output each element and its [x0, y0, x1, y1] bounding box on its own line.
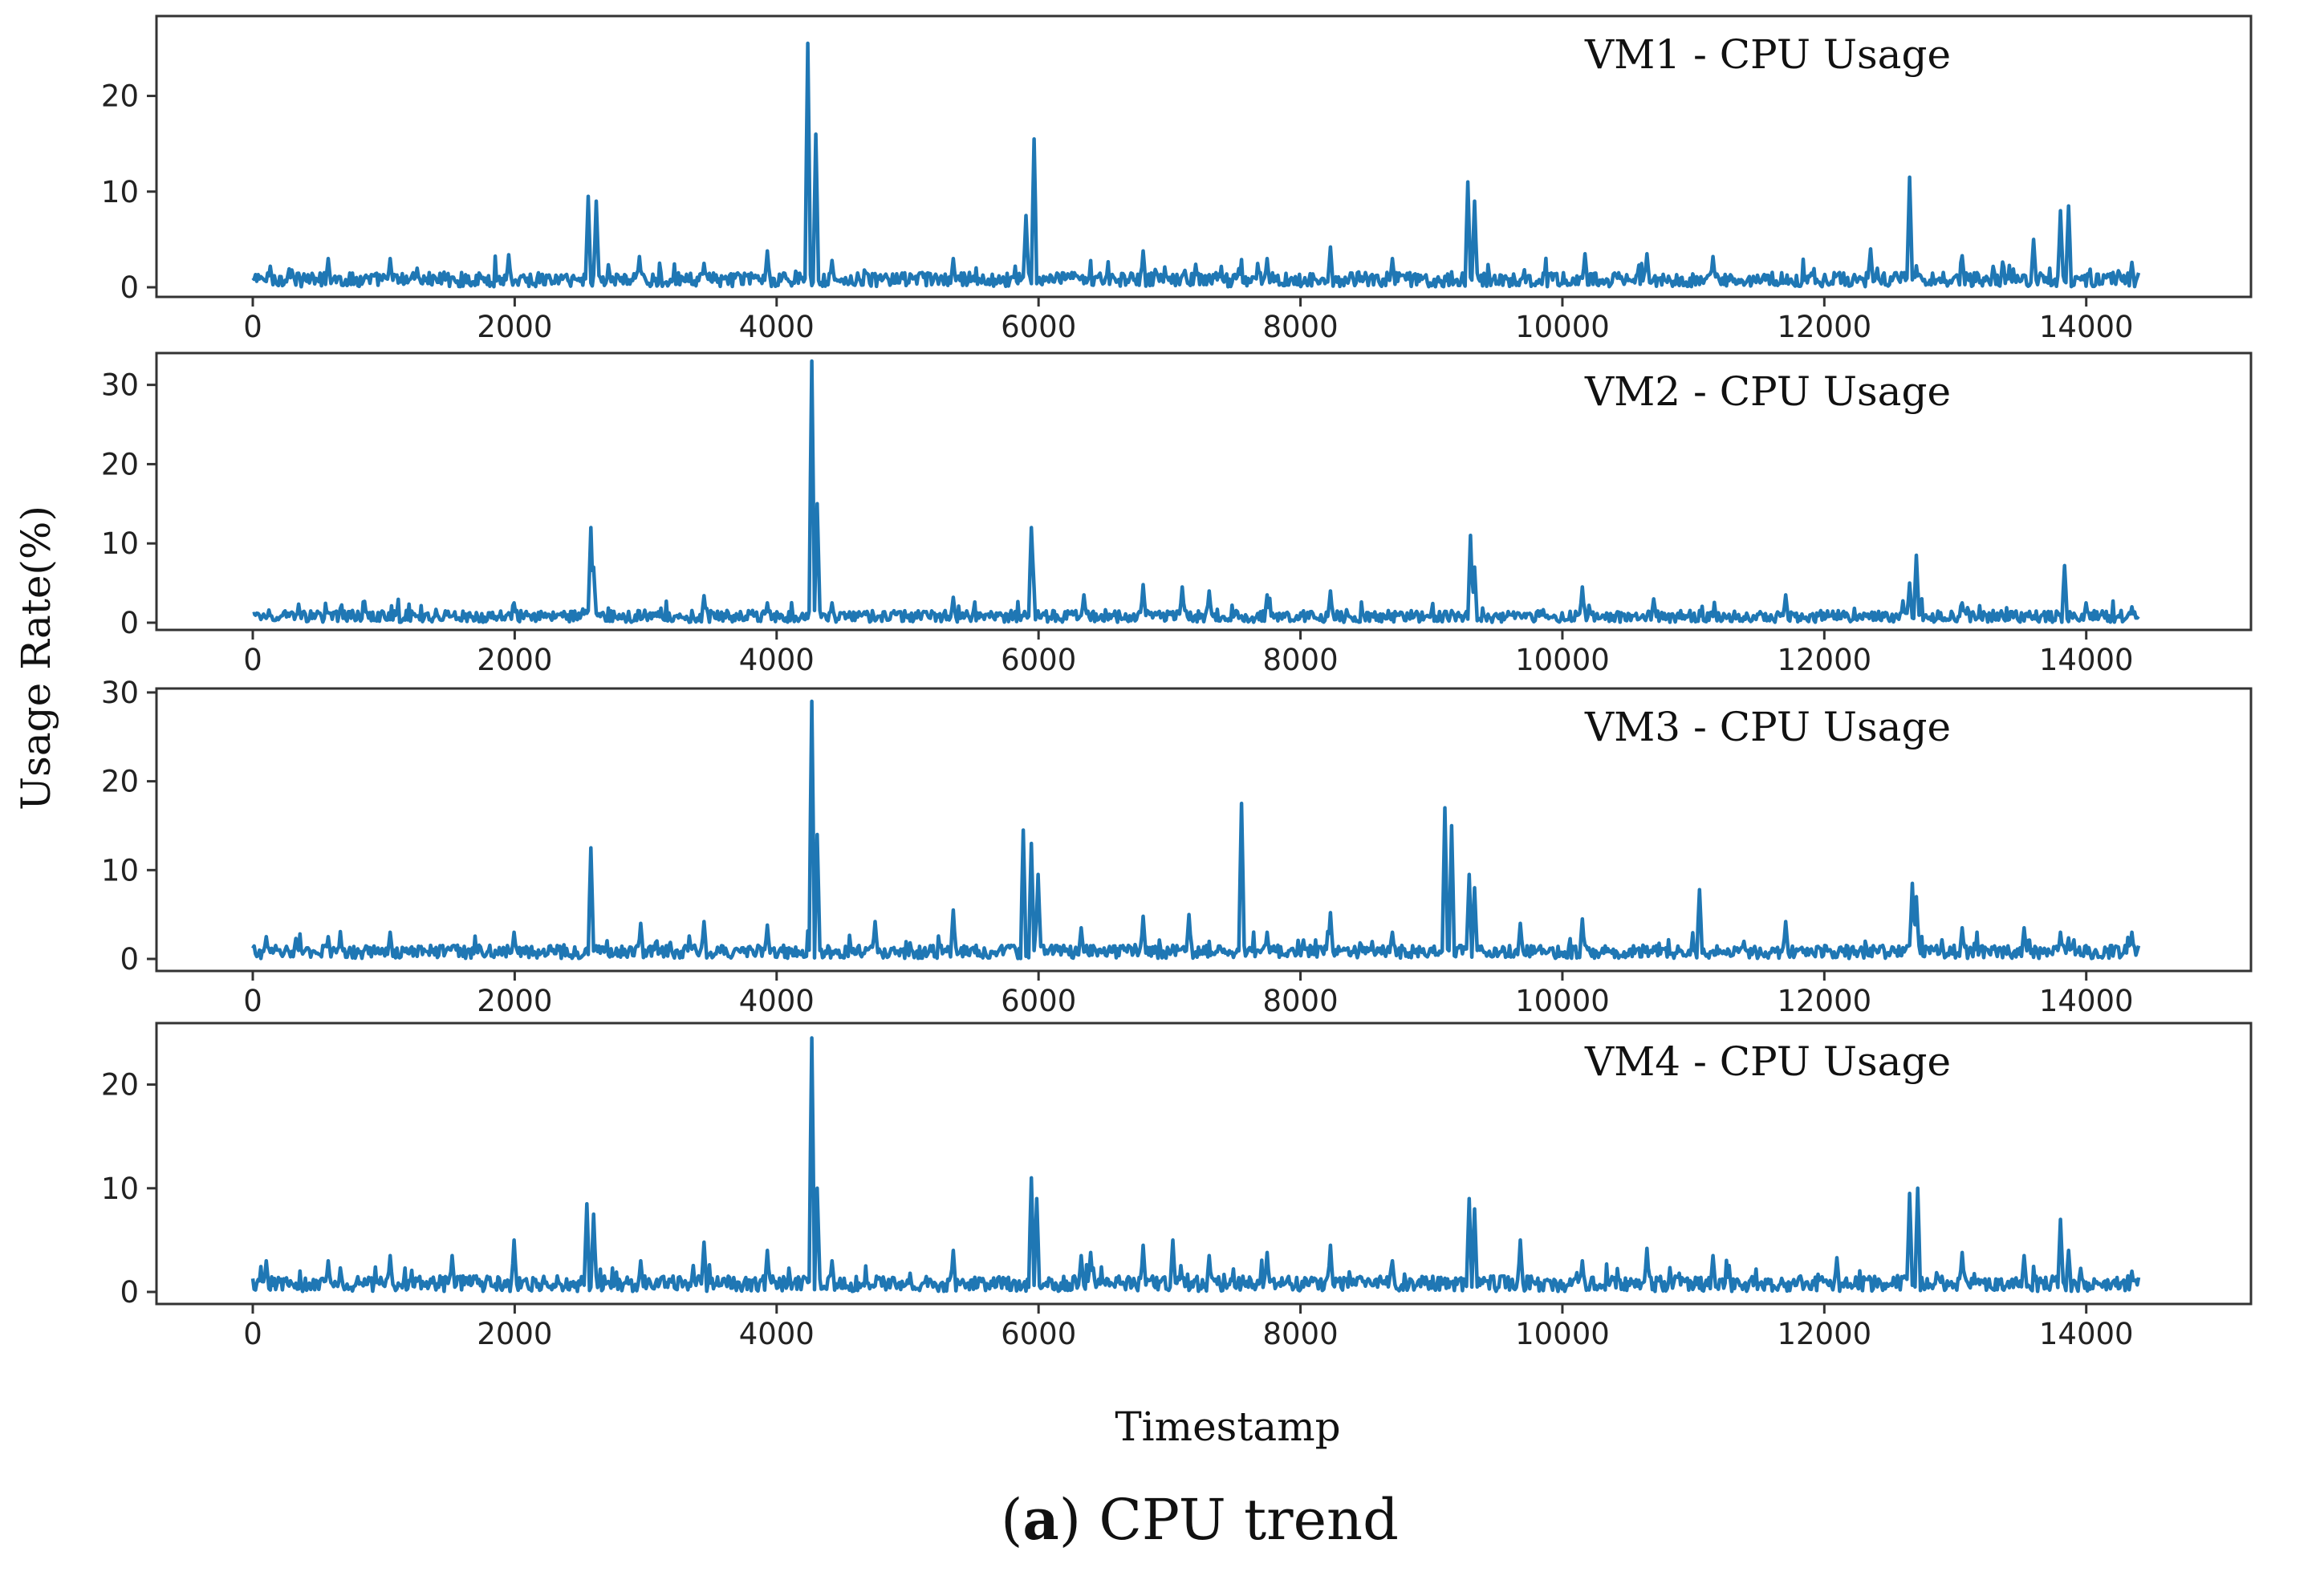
y-tick-label: 0	[120, 1275, 139, 1310]
y-tick-label: 10	[101, 526, 139, 561]
y-tick-label: 30	[101, 676, 139, 710]
panel-title: VM3 - CPU Usage	[1584, 704, 1951, 750]
x-tick-label: 2000	[477, 1317, 552, 1351]
figure-caption: (a) CPU trend	[1001, 1486, 1399, 1553]
x-tick-label: 2000	[477, 643, 552, 677]
plot-frame	[155, 351, 2253, 632]
caption-close-paren: )	[1059, 1487, 1081, 1553]
x-tick-label: 6000	[1001, 643, 1076, 677]
x-axis-title: Timestamp	[1115, 1403, 1340, 1450]
vm1-cpu-series	[251, 41, 2141, 289]
y-axis-title: Usage Rate(%)	[13, 506, 59, 810]
x-tick-label: 12000	[1777, 1317, 1871, 1351]
y-tick-label: 20	[101, 765, 139, 799]
y-tick-label: 30	[101, 368, 139, 403]
x-tick-label: 0	[243, 643, 262, 677]
y-tick-label: 0	[120, 270, 139, 305]
x-tick-label: 10000	[1515, 984, 1610, 1018]
x-tick-label: 0	[243, 1317, 262, 1351]
x-tick-label: 6000	[1001, 984, 1076, 1018]
x-tick-label: 6000	[1001, 1317, 1076, 1351]
x-tick-label: 14000	[2039, 643, 2134, 677]
x-tick-label: 12000	[1777, 984, 1871, 1018]
y-tick-label: 10	[101, 1172, 139, 1206]
plot-frame	[155, 14, 2253, 299]
vm4-panel: 0 2000 4000 6000 8000 10000 12000 14000 0 10 20 VM4…	[101, 1022, 2253, 1351]
x-tick-label: 10000	[1515, 1317, 1610, 1351]
y-tick-label: 20	[101, 1068, 139, 1103]
x-tick-label: 14000	[2039, 984, 2134, 1018]
vm2-panel: 0 2000 4000 6000 8000 10000 12000 14000 0 10 20 30 V…	[101, 351, 2253, 677]
vm3-cpu-series	[251, 699, 2141, 961]
x-tick-label: 4000	[739, 1317, 815, 1351]
panel-title: VM2 - CPU Usage	[1584, 368, 1951, 415]
caption-letter: a	[1022, 1486, 1058, 1553]
y-tick-label: 10	[101, 853, 139, 888]
x-tick-label: 2000	[477, 310, 552, 344]
y-tick-label: 10	[101, 175, 139, 209]
vm2-cpu-series	[252, 359, 2140, 624]
x-tick-label: 4000	[739, 310, 815, 344]
x-tick-label: 8000	[1262, 643, 1338, 677]
x-tick-label: 8000	[1262, 984, 1338, 1018]
x-tick-label: 14000	[2039, 310, 2134, 344]
x-tick-label: 0	[243, 984, 262, 1018]
subplot-panels: 0 2000 4000 6000 8000 10000 12000 1400001020VM1…	[101, 14, 2253, 1351]
panel-title: VM1 - CPU Usage	[1584, 31, 1951, 78]
x-tick-label: 4000	[739, 984, 815, 1018]
x-tick-label: 12000	[1777, 310, 1871, 344]
x-tick-label: 4000	[739, 643, 815, 677]
x-tick-label: 0	[243, 310, 262, 344]
y-tick-label: 20	[101, 79, 139, 114]
plot-frame	[155, 687, 2253, 973]
y-tick-label: 0	[120, 606, 139, 640]
x-tick-label: 12000	[1777, 643, 1871, 677]
vm3-panel: 0 2000 4000 6000 8000 10000 12000 14000 0 10 20 30 V…	[101, 676, 2253, 1018]
x-tick-label: 8000	[1262, 310, 1338, 344]
y-tick-label: 0	[120, 942, 139, 977]
caption-open-paren: (	[1001, 1487, 1022, 1553]
x-tick-label: 10000	[1515, 643, 1610, 677]
x-tick-label: 6000	[1001, 310, 1076, 344]
panel-title: VM4 - CPU Usage	[1584, 1038, 1951, 1085]
vm1-panel: 0 2000 4000 6000 8000 10000 12000 14000 0 10 20 VM1…	[101, 14, 2253, 344]
caption-text: CPU trend	[1081, 1487, 1399, 1553]
vm4-cpu-series	[250, 1036, 2141, 1294]
x-tick-label: 10000	[1515, 310, 1610, 344]
x-tick-label: 8000	[1262, 1317, 1338, 1351]
x-tick-label: 14000	[2039, 1317, 2134, 1351]
y-tick-label: 20	[101, 447, 139, 481]
plot-frame	[155, 1022, 2253, 1306]
x-tick-label: 2000	[477, 984, 552, 1018]
